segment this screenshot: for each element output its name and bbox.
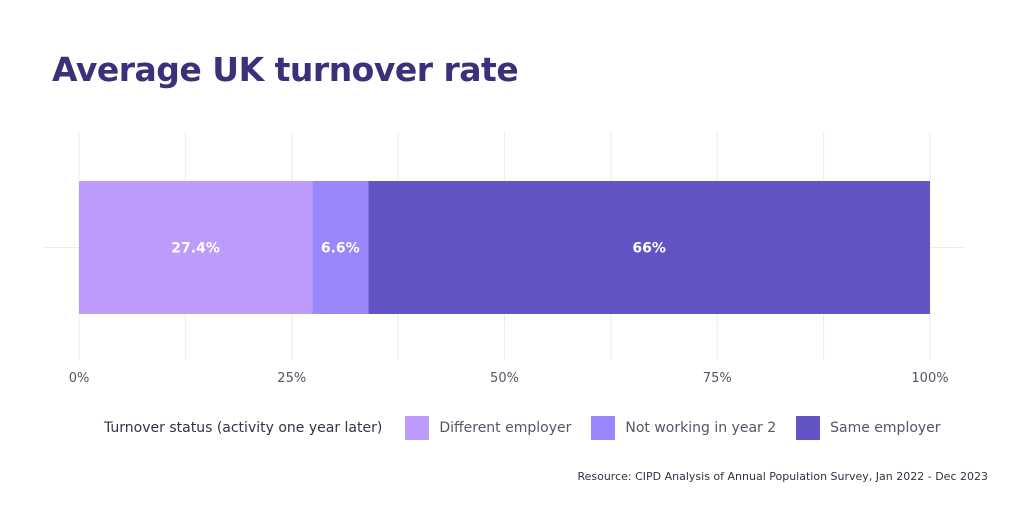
bar-segment-not-working-in-year-2: [312, 181, 369, 314]
x-tick-label: 25%: [277, 371, 306, 386]
source-note: Resource: CIPD Analysis of Annual Popula…: [577, 470, 988, 483]
legend-item-not-working: Not working in year 2: [591, 416, 776, 440]
data-label: 6.6%: [321, 241, 360, 257]
x-tick-label: 75%: [703, 371, 732, 386]
legend-swatch-different-employer: [405, 416, 430, 440]
legend-item-different-employer: Different employer: [405, 416, 571, 440]
legend-swatch-same-employer: [796, 416, 821, 440]
legend-item-same-employer: Same employer: [796, 416, 941, 440]
chart-legend: Turnover status (activity one year later…: [104, 416, 961, 440]
x-tick-label: 0%: [69, 371, 90, 386]
x-tick-label: 50%: [490, 371, 519, 386]
data-label: 66%: [632, 241, 666, 257]
legend-label-not-working: Not working in year 2: [625, 420, 777, 436]
bar-segment-different-employer: [79, 181, 313, 314]
chart-title: Average UK turnover rate: [52, 50, 519, 89]
legend-label-different-employer: Different employer: [439, 420, 572, 436]
legend-label-same-employer: Same employer: [830, 420, 941, 436]
x-tick-label: 100%: [911, 371, 948, 386]
bar-segment-same-employer: [368, 181, 931, 314]
legend-title: Turnover status (activity one year later…: [104, 420, 383, 436]
chart-plot-area: 27.4% 6.6% 66% 0% 25% 50% 75% 100%: [44, 132, 965, 386]
data-label: 27.4%: [171, 241, 220, 257]
legend-swatch-not-working: [591, 416, 616, 440]
